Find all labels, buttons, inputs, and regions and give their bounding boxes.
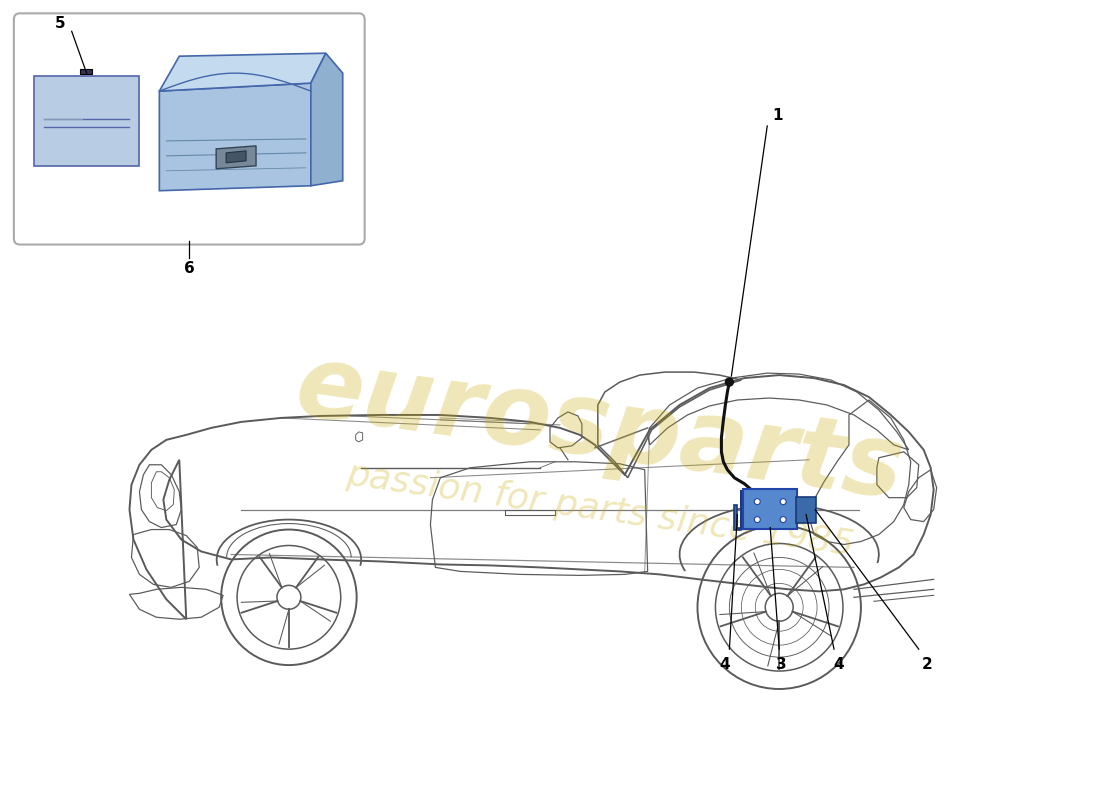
Circle shape (780, 517, 786, 522)
Text: 6: 6 (184, 261, 195, 276)
FancyBboxPatch shape (796, 497, 816, 522)
Text: 3: 3 (776, 657, 786, 671)
Text: passion for parts since 1985: passion for parts since 1985 (344, 457, 856, 562)
Polygon shape (227, 151, 246, 163)
Polygon shape (79, 69, 91, 74)
FancyBboxPatch shape (14, 14, 364, 245)
Text: 4: 4 (834, 657, 845, 671)
Text: 5: 5 (54, 16, 65, 31)
Circle shape (780, 498, 786, 505)
Text: 1: 1 (772, 109, 782, 123)
Polygon shape (160, 83, 311, 190)
Polygon shape (160, 54, 326, 91)
Polygon shape (311, 54, 343, 186)
Polygon shape (34, 76, 140, 166)
Circle shape (725, 378, 734, 386)
FancyBboxPatch shape (744, 489, 798, 529)
Text: 4: 4 (719, 657, 729, 671)
Text: eurosparts: eurosparts (289, 339, 910, 521)
Polygon shape (735, 490, 741, 530)
Polygon shape (217, 146, 256, 169)
Circle shape (755, 498, 760, 505)
Text: 2: 2 (922, 657, 932, 671)
Circle shape (755, 517, 760, 522)
